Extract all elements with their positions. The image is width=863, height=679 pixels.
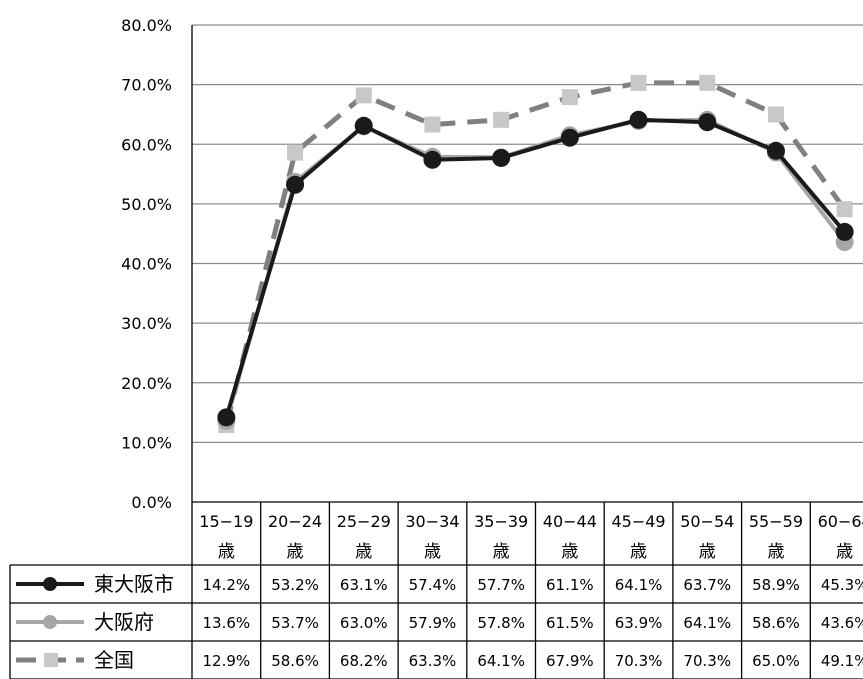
legend-key [16, 577, 84, 591]
y-tick-label: 80.0% [121, 16, 172, 35]
x-tick-unit: 歳 [630, 542, 647, 562]
x-tick-unit: 歳 [561, 542, 578, 562]
x-tick-label: 35−39 [474, 512, 528, 531]
x-tick-unit: 歳 [424, 542, 441, 562]
data-point [561, 129, 579, 147]
x-tick-unit: 歳 [699, 542, 716, 562]
legend-label: 全国 [94, 648, 134, 672]
x-tick-label: 15−19 [199, 512, 253, 531]
data-point [767, 142, 785, 160]
data-point [492, 149, 510, 167]
data-label: 63.0% [340, 614, 388, 632]
data-label: 57.9% [409, 614, 457, 632]
data-point [698, 113, 716, 131]
data-label: 57.4% [409, 576, 457, 594]
data-label: 57.8% [477, 614, 525, 632]
x-tick-unit: 歳 [493, 542, 510, 562]
series-line [226, 120, 844, 418]
y-tick-label: 50.0% [121, 195, 172, 214]
data-label: 68.2% [340, 652, 388, 670]
x-tick-label: 45−49 [611, 512, 665, 531]
data-label: 58.6% [752, 614, 800, 632]
y-tick-label: 20.0% [121, 374, 172, 393]
data-label: 67.9% [546, 652, 594, 670]
data-label: 70.3% [683, 652, 731, 670]
data-label: 12.9% [203, 652, 251, 670]
data-point [493, 112, 509, 128]
data-point [355, 117, 373, 135]
series-1 [217, 111, 853, 430]
data-table: 15−19 歳 20−24 歳 25−29 歳 30−34 歳 35−39 歳 40−44 歳 45−4… [10, 502, 863, 679]
data-label: 70.3% [615, 652, 663, 670]
legend-marker [43, 577, 57, 591]
data-point [356, 87, 372, 103]
data-label: 57.7% [477, 576, 525, 594]
legend-label: 大阪府 [94, 610, 154, 634]
legend-marker [43, 615, 57, 629]
y-tick-label: 30.0% [121, 314, 172, 333]
data-label: 63.9% [615, 614, 663, 632]
x-tick-label: 40−44 [543, 512, 597, 531]
data-label: 63.7% [683, 576, 731, 594]
x-tick-unit: 歳 [836, 542, 853, 562]
data-label: 58.6% [271, 652, 319, 670]
data-label: 53.2% [271, 576, 319, 594]
data-point [217, 408, 235, 426]
data-point [562, 89, 578, 105]
y-tick-label: 40.0% [121, 255, 172, 274]
data-label: 64.1% [615, 576, 663, 594]
data-label: 49.1% [821, 652, 863, 670]
data-label: 13.6% [203, 614, 251, 632]
gridlines [192, 25, 863, 442]
x-tick-label: 50−54 [680, 512, 734, 531]
x-tick-label: 30−34 [405, 512, 459, 531]
x-tick-unit: 歳 [218, 542, 235, 562]
data-point [837, 201, 853, 217]
y-tick-label: 60.0% [121, 135, 172, 154]
x-tick-unit: 歳 [355, 542, 372, 562]
x-tick-label: 60−64 [818, 512, 863, 531]
y-tick-label: 10.0% [121, 433, 172, 452]
x-tick-unit: 歳 [767, 542, 784, 562]
data-point [699, 75, 715, 91]
data-label: 64.1% [477, 652, 525, 670]
legend-key [16, 653, 84, 667]
data-label: 61.5% [546, 614, 594, 632]
data-label: 61.1% [546, 576, 594, 594]
x-tick-label: 25−29 [337, 512, 391, 531]
data-point [631, 75, 647, 91]
y-tick-label: 70.0% [121, 76, 172, 95]
data-label: 53.7% [271, 614, 319, 632]
data-label: 63.3% [409, 652, 457, 670]
data-label: 65.0% [752, 652, 800, 670]
y-tick-label: 0.0% [131, 493, 172, 512]
plot-area [217, 75, 853, 433]
x-tick-label: 55−59 [749, 512, 803, 531]
data-point [768, 106, 784, 122]
x-tick-unit: 歳 [287, 542, 304, 562]
data-label: 45.3% [821, 576, 863, 594]
data-label: 63.1% [340, 576, 388, 594]
data-label: 14.2% [203, 576, 251, 594]
legend-label: 東大阪市 [94, 572, 174, 596]
data-label: 64.1% [683, 614, 731, 632]
data-point [836, 223, 854, 241]
data-point [424, 117, 440, 133]
legend-marker [44, 653, 58, 667]
y-axis: 0.0% 10.0% 20.0% 30.0% 40.0% 50.0% 60.0% 70.0% 8… [121, 16, 192, 512]
data-point [630, 111, 648, 129]
series-2 [218, 75, 852, 433]
legend-key [16, 615, 84, 629]
data-label: 58.9% [752, 576, 800, 594]
series-line [226, 83, 844, 425]
data-point [286, 176, 304, 194]
x-tick-label: 20−24 [268, 512, 322, 531]
data-point [423, 151, 441, 169]
data-label: 43.6% [821, 614, 863, 632]
series-0 [217, 111, 853, 427]
data-point [287, 145, 303, 161]
